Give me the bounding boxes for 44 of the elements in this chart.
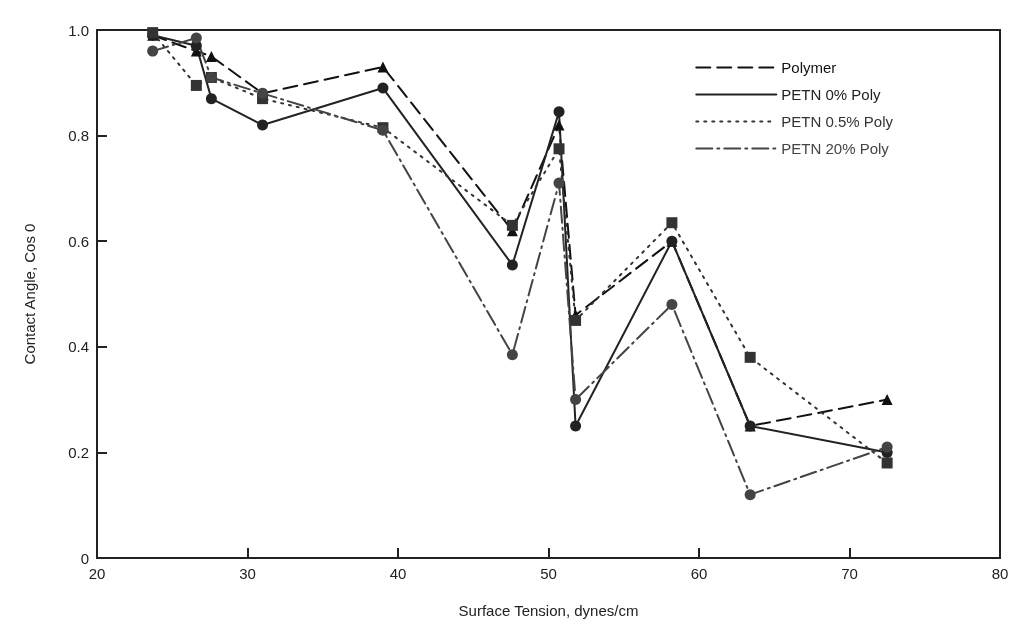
point — [553, 177, 565, 189]
x-axis-title: Surface Tension, dynes/cm — [458, 602, 639, 619]
text: Polymer — [781, 59, 837, 76]
y-tick-label: 0.2 — [68, 443, 89, 461]
point — [377, 61, 389, 73]
point — [553, 119, 565, 131]
point — [190, 32, 202, 44]
point — [570, 420, 582, 432]
point — [744, 351, 756, 363]
point — [881, 394, 893, 406]
x-tick-label: 50 — [540, 565, 557, 582]
y-tick-label: 0.4 — [68, 338, 89, 356]
x-tick-label: 30 — [239, 565, 256, 582]
point — [881, 457, 893, 469]
point — [377, 82, 389, 94]
x-tick-label: 80 — [991, 565, 1009, 582]
point — [666, 299, 678, 311]
point — [666, 217, 678, 229]
point — [257, 119, 269, 131]
y-tick-label: 0.6 — [68, 232, 89, 250]
point — [506, 219, 518, 231]
text: PETN 20% Poly — [781, 140, 890, 157]
point — [190, 79, 202, 91]
y-axis-title: Contact Angle, Cos 0 — [21, 223, 38, 365]
point — [205, 50, 217, 62]
point — [881, 441, 893, 453]
y-tick-label: 0 — [80, 549, 89, 567]
y-tick-label: 0.8 — [68, 127, 89, 145]
x-tick-label: 40 — [389, 565, 407, 582]
y-tick-label: 1.0 — [68, 21, 89, 39]
point — [553, 106, 565, 118]
x-tick-label: 60 — [690, 565, 708, 582]
point — [570, 314, 582, 326]
text: PETN 0.5% Poly — [781, 113, 894, 130]
point — [744, 489, 756, 501]
point — [570, 394, 582, 406]
x-tick-label: 70 — [841, 565, 858, 582]
point — [506, 349, 518, 361]
point — [205, 93, 217, 105]
point — [506, 259, 518, 271]
point — [147, 45, 159, 57]
point — [553, 143, 565, 155]
x-tick-label: 20 — [88, 565, 106, 582]
text: PETN 0% Poly — [781, 86, 881, 103]
